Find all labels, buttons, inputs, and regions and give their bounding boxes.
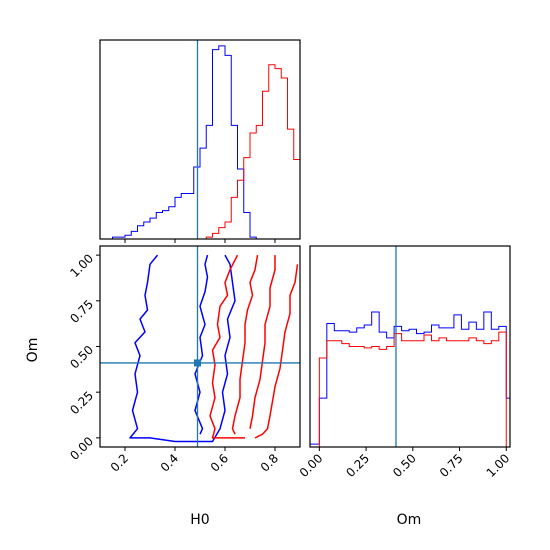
contour-series-1-level-0 xyxy=(209,254,245,439)
y-axis-title-om: Om xyxy=(25,338,41,363)
om-histogram-series-0 xyxy=(309,311,511,447)
contour-series-1-level-1 xyxy=(254,264,299,439)
om-histogram-frame xyxy=(309,245,511,448)
h0-histogram-panel xyxy=(99,39,301,243)
contour-series-0-level-1 xyxy=(194,254,209,435)
x-axis-title-om: Om xyxy=(397,512,422,528)
h0-histogram-series-0 xyxy=(100,45,300,240)
contour-series-1-level-2 xyxy=(231,254,259,435)
h0-histogram-frame xyxy=(99,39,301,240)
contour-truth-marker xyxy=(194,359,201,367)
contour-series-0-level-0 xyxy=(129,254,236,443)
om-histogram-series-1 xyxy=(310,331,510,448)
x-axis-title-h0: H0 xyxy=(190,512,209,528)
contour-series-1-level-3 xyxy=(249,255,276,429)
